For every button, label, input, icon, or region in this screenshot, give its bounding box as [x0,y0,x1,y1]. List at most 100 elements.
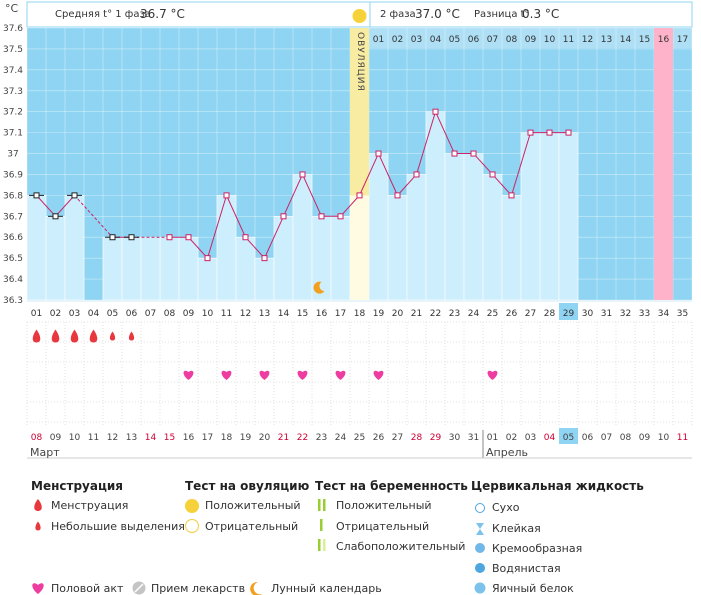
luteal-day-label: 09 [525,35,537,45]
temperature-bar [444,153,465,301]
y-tick-label: 37 [7,150,18,160]
legend-ovulation-negative-icon [184,518,200,534]
calendar-date: 15 [164,433,175,443]
temperature-point [375,150,382,157]
temperature-point [223,192,230,199]
temperature-point [185,234,192,241]
temperature-bar [330,216,351,301]
calendar-date: 20 [259,433,271,443]
menstruation-drop-icon [32,329,41,343]
y-tick-label: 36.6 [3,233,23,243]
calendar-date: 11 [677,433,688,443]
temperature-bar [539,132,560,301]
cycle-day-label: 33 [639,309,650,319]
cycle-day-label: 28 [544,309,556,319]
ovulation-bar [350,195,369,300]
temperature-bar [45,216,66,301]
cycle-day-label: 32 [620,309,631,319]
heart-icon [335,370,346,380]
y-tick-label: 36.3 [3,296,23,306]
calendar-date: 09 [639,433,651,443]
heart-icon [221,370,232,380]
temperature-point [489,171,496,178]
temperature-point [546,129,553,136]
temperature-line [245,236,265,259]
calendar-date: 23 [316,433,327,443]
legend-ovulation-positive-icon [185,499,199,513]
cycle-day-label: 20 [392,309,404,319]
phase1-value: 36.7 °C [140,7,185,21]
today-highlight [559,428,578,444]
legend-ovulation-negative: Отрицательный [205,520,299,533]
cycle-day-label: 29 [563,309,575,319]
temperature-bar [235,236,256,301]
phase1-label: Средняя t° 1 фаза [55,9,151,20]
cycle-day-label: 27 [525,309,536,319]
temperature-bar [520,132,541,301]
calendar-date: 06 [582,433,594,443]
legend-heart-icon [32,583,44,594]
calendar-date: 10 [69,433,81,443]
highlight-column [654,28,673,300]
calendar-date: 21 [278,433,289,443]
temperature-line [55,195,75,217]
calendar-date: 28 [411,433,423,443]
legend-menstruation-title: Менструация [31,479,123,493]
luteal-day-label: 06 [468,35,480,45]
calendar-date: 14 [145,433,157,443]
heart-icon [183,370,194,380]
menstruation-drop-icon [89,329,98,343]
temperature-line [435,111,455,154]
legend-pregnancy-positive-icon [318,499,321,511]
diff-value: 0.3 °C [522,7,560,21]
calendar-date: 11 [88,433,99,443]
cycle-day-label: 21 [411,309,422,319]
cycle-day-label: 22 [430,309,441,319]
temperature-line [264,216,284,259]
heart-icon [373,370,384,380]
legend-pill-line [134,583,144,593]
legend-cervical-title: Цервикальная жидкость [471,479,644,493]
temperature-point [527,129,534,136]
temperature-bar [501,195,522,301]
y-tick-label: 36.7 [3,212,23,222]
calendar-date: 02 [506,433,517,443]
calendar-date: 10 [658,433,670,443]
cycle-day-label: 09 [183,309,195,319]
cycle-day-label: 16 [316,309,328,319]
luteal-day-label: 13 [601,35,612,45]
temperature-bar [140,236,161,301]
luteal-day-label: 08 [506,35,518,45]
temperature-bar [463,153,484,301]
legend-pregnancy-negative-icon [320,519,323,531]
calendar-date: 05 [563,433,574,443]
legend-moon-calendar: Лунный календарь [271,582,382,595]
legend-creamy-icon [475,543,485,553]
y-tick-label: 37.1 [3,129,23,139]
legend-sticky-icon [476,523,484,535]
calendar-date: 22 [297,433,308,443]
luteal-label-row [369,28,692,48]
temperature-bar [273,216,294,301]
temperature-line [416,111,436,175]
legend-cervical-dry: Сухо [492,501,520,514]
temperature-bar [178,236,199,301]
cycle-day-label: 18 [354,309,366,319]
calendar-date: 19 [240,433,252,443]
luteal-day-label: 10 [544,35,556,45]
legend-pregnancy-positive: Положительный [336,499,432,512]
temperature-point [242,234,249,241]
unit-label: °C [5,2,19,15]
legend-pregnancy-negative: Отрицательный [336,520,430,533]
temperature-bar [121,236,142,301]
temperature-bar [292,174,313,301]
cycle-day-label: 15 [297,309,308,319]
luteal-day-label: 04 [430,35,442,45]
temperature-bar [387,195,408,301]
temperature-line [74,195,113,238]
phase2-label: 2 фаза [380,9,416,20]
cycle-day-label: 30 [582,309,594,319]
y-tick-label: 36.4 [3,275,23,285]
legend-eggwhite-icon [474,582,486,594]
legend-menstruation: Менструация [51,499,129,512]
